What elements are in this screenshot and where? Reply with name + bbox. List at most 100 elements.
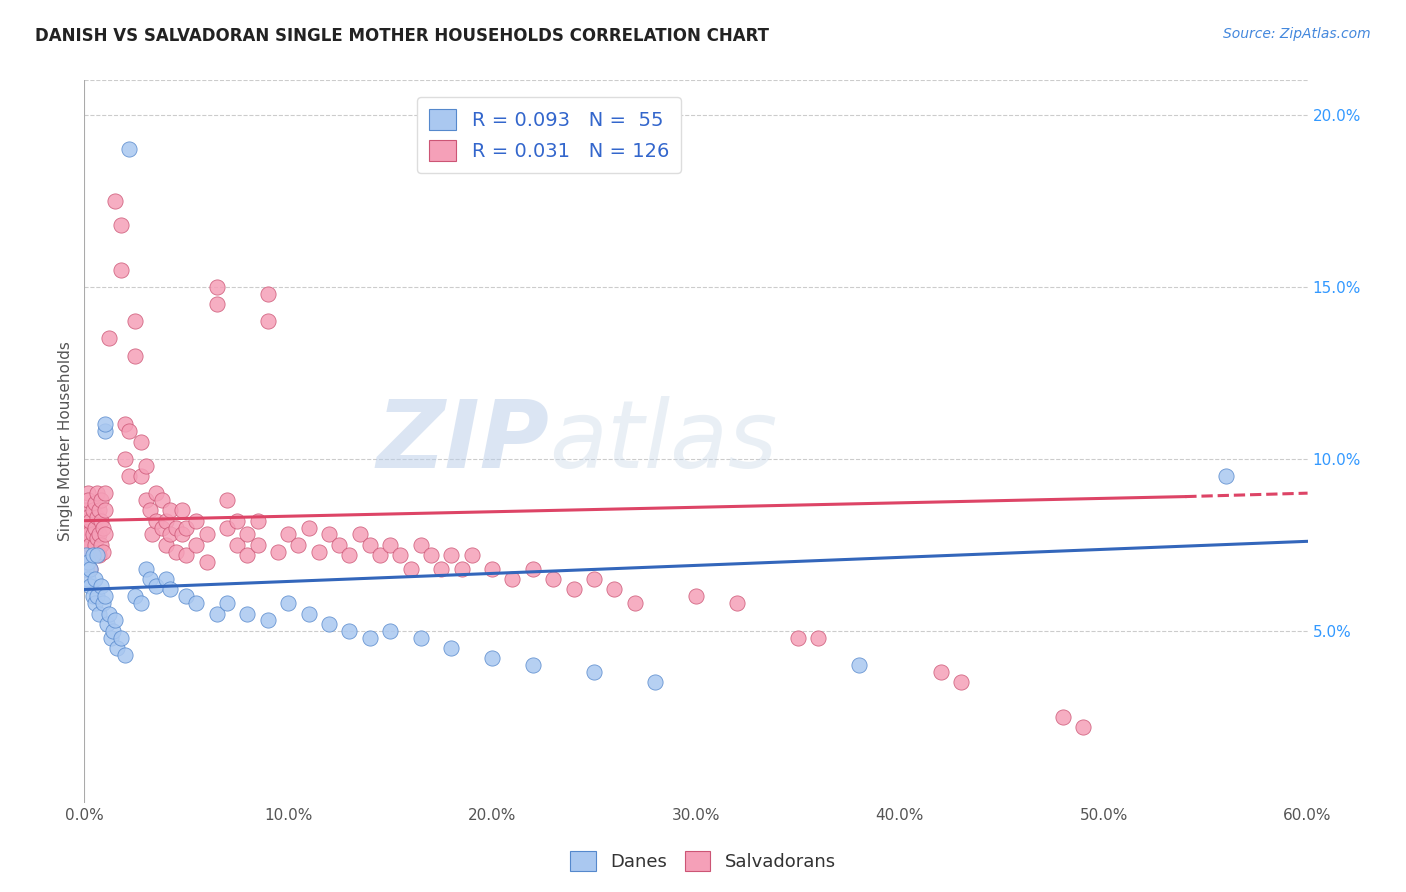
Point	[77, 555, 100, 569]
Point	[75, 538, 97, 552]
Point	[380, 538, 402, 552]
Point	[79, 538, 101, 552]
Point	[93, 503, 115, 517]
Point	[141, 527, 163, 541]
Point	[97, 331, 120, 345]
Point	[75, 544, 97, 558]
Point	[339, 624, 361, 638]
Point	[135, 493, 157, 508]
Point	[87, 607, 110, 621]
Point	[118, 469, 141, 483]
Point	[186, 514, 208, 528]
Point	[145, 486, 167, 500]
Point	[308, 544, 330, 558]
Point	[87, 548, 110, 562]
Point	[124, 349, 146, 363]
Point	[93, 417, 115, 432]
Point	[562, 582, 585, 597]
Point	[195, 555, 218, 569]
Point	[105, 640, 128, 655]
Point	[287, 538, 309, 552]
Point	[91, 544, 114, 558]
Point	[159, 527, 181, 541]
Point	[150, 520, 173, 534]
Point	[807, 631, 830, 645]
Point	[90, 538, 112, 552]
Point	[114, 648, 136, 662]
Point	[83, 596, 105, 610]
Point	[83, 572, 105, 586]
Point	[409, 538, 432, 552]
Y-axis label: Single Mother Households: Single Mother Households	[58, 342, 73, 541]
Text: ZIP: ZIP	[377, 395, 550, 488]
Point	[90, 493, 112, 508]
Point	[77, 534, 100, 549]
Point	[83, 520, 105, 534]
Point	[131, 469, 153, 483]
Point	[217, 493, 239, 508]
Point	[1073, 720, 1095, 734]
Point	[644, 675, 666, 690]
Point	[450, 562, 472, 576]
Point	[79, 562, 101, 576]
Point	[138, 503, 160, 517]
Point	[257, 614, 280, 628]
Point	[380, 624, 402, 638]
Point	[929, 665, 952, 679]
Point	[145, 579, 167, 593]
Point	[389, 548, 412, 562]
Point	[82, 590, 104, 604]
Point	[950, 675, 973, 690]
Point	[409, 631, 432, 645]
Point	[236, 548, 259, 562]
Point	[110, 631, 132, 645]
Point	[685, 590, 707, 604]
Point	[75, 520, 97, 534]
Point	[77, 527, 100, 541]
Point	[226, 538, 249, 552]
Point	[114, 417, 136, 432]
Point	[603, 582, 626, 597]
Point	[77, 548, 100, 562]
Point	[87, 503, 110, 517]
Point	[420, 548, 443, 562]
Point	[77, 486, 100, 500]
Point	[440, 548, 463, 562]
Point	[124, 590, 146, 604]
Point	[328, 538, 350, 552]
Point	[848, 658, 870, 673]
Point	[90, 514, 112, 528]
Point	[172, 527, 194, 541]
Point	[86, 510, 108, 524]
Point	[82, 548, 104, 562]
Point	[359, 538, 381, 552]
Point	[205, 297, 228, 311]
Point	[174, 520, 197, 534]
Point	[79, 562, 101, 576]
Point	[93, 424, 115, 438]
Point	[82, 527, 104, 541]
Point	[583, 572, 606, 586]
Point	[75, 514, 97, 528]
Text: atlas: atlas	[550, 396, 778, 487]
Text: Source: ZipAtlas.com: Source: ZipAtlas.com	[1223, 27, 1371, 41]
Point	[93, 590, 115, 604]
Point	[110, 218, 132, 232]
Point	[86, 548, 108, 562]
Point	[155, 572, 177, 586]
Point	[205, 607, 228, 621]
Point	[543, 572, 565, 586]
Point	[86, 486, 108, 500]
Point	[236, 527, 259, 541]
Point	[150, 493, 173, 508]
Point	[86, 531, 108, 545]
Point	[75, 503, 97, 517]
Point	[186, 596, 208, 610]
Point	[277, 596, 299, 610]
Point	[145, 514, 167, 528]
Point	[174, 590, 197, 604]
Point	[399, 562, 422, 576]
Point	[91, 596, 114, 610]
Point	[97, 607, 120, 621]
Point	[430, 562, 453, 576]
